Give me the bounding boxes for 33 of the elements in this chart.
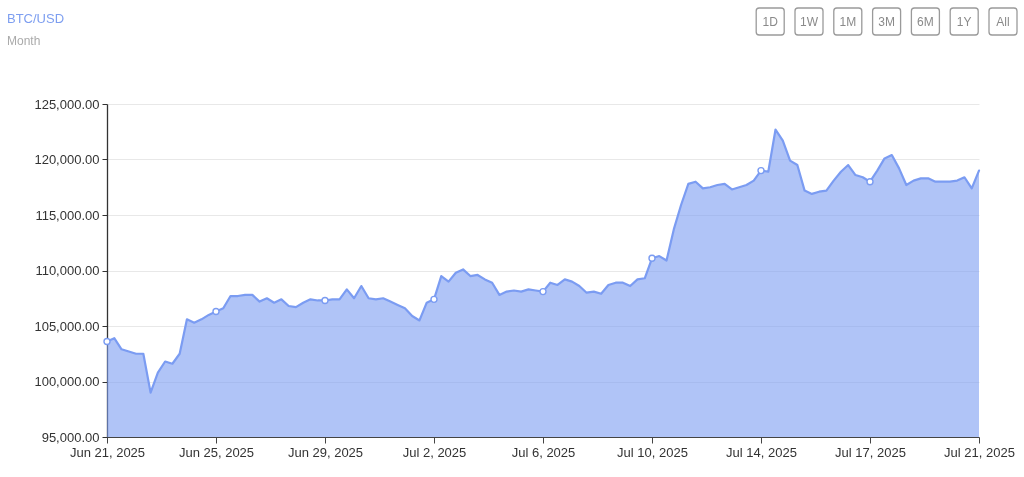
point bbox=[103, 337, 111, 346]
text: 3M bbox=[878, 15, 895, 29]
y-tick-label: 115,000.00 bbox=[35, 207, 100, 223]
x-tick-label: Jul 6, 2025 bbox=[511, 444, 576, 460]
y-tick-label: 105,000.00 bbox=[34, 318, 100, 334]
x-tick-label: Jul 2, 2025 bbox=[402, 444, 467, 460]
x-tick-label: Jun 25, 2025 bbox=[178, 444, 255, 460]
x-tick-label: Jun 29, 2025 bbox=[287, 444, 364, 460]
point bbox=[866, 178, 874, 186]
text: 1M bbox=[839, 15, 857, 29]
point bbox=[430, 295, 438, 304]
y-tick-label: 100,000.00 bbox=[34, 374, 100, 389]
text: 6M bbox=[917, 15, 934, 29]
x-tick-label: Jun 21, 2025 bbox=[69, 444, 146, 460]
chart-title: BTC/USD bbox=[7, 11, 65, 27]
text: All bbox=[996, 15, 1010, 29]
x-tick-label: Jul 17, 2025 bbox=[835, 444, 906, 460]
chart-subtitle: Month bbox=[7, 34, 41, 49]
point bbox=[212, 307, 220, 316]
x-tick-label: Jul 21, 2025 bbox=[944, 444, 1015, 460]
text: 1Y bbox=[956, 15, 972, 29]
y-tick-label: 95,000.00 bbox=[41, 429, 100, 445]
x-tick-label: Jul 14, 2025 bbox=[726, 444, 797, 460]
point bbox=[757, 166, 765, 175]
y-tick-label: 125,000.00 bbox=[34, 96, 100, 112]
text: 1D bbox=[762, 15, 779, 29]
x-tick-label: Jul 10, 2025 bbox=[617, 444, 688, 460]
y-tick-label: 110,000.00 bbox=[35, 263, 100, 278]
point bbox=[321, 296, 329, 305]
y-tick-label: 120,000.00 bbox=[34, 152, 100, 167]
text: 1W bbox=[800, 15, 819, 29]
point bbox=[648, 254, 656, 262]
point bbox=[539, 287, 547, 296]
